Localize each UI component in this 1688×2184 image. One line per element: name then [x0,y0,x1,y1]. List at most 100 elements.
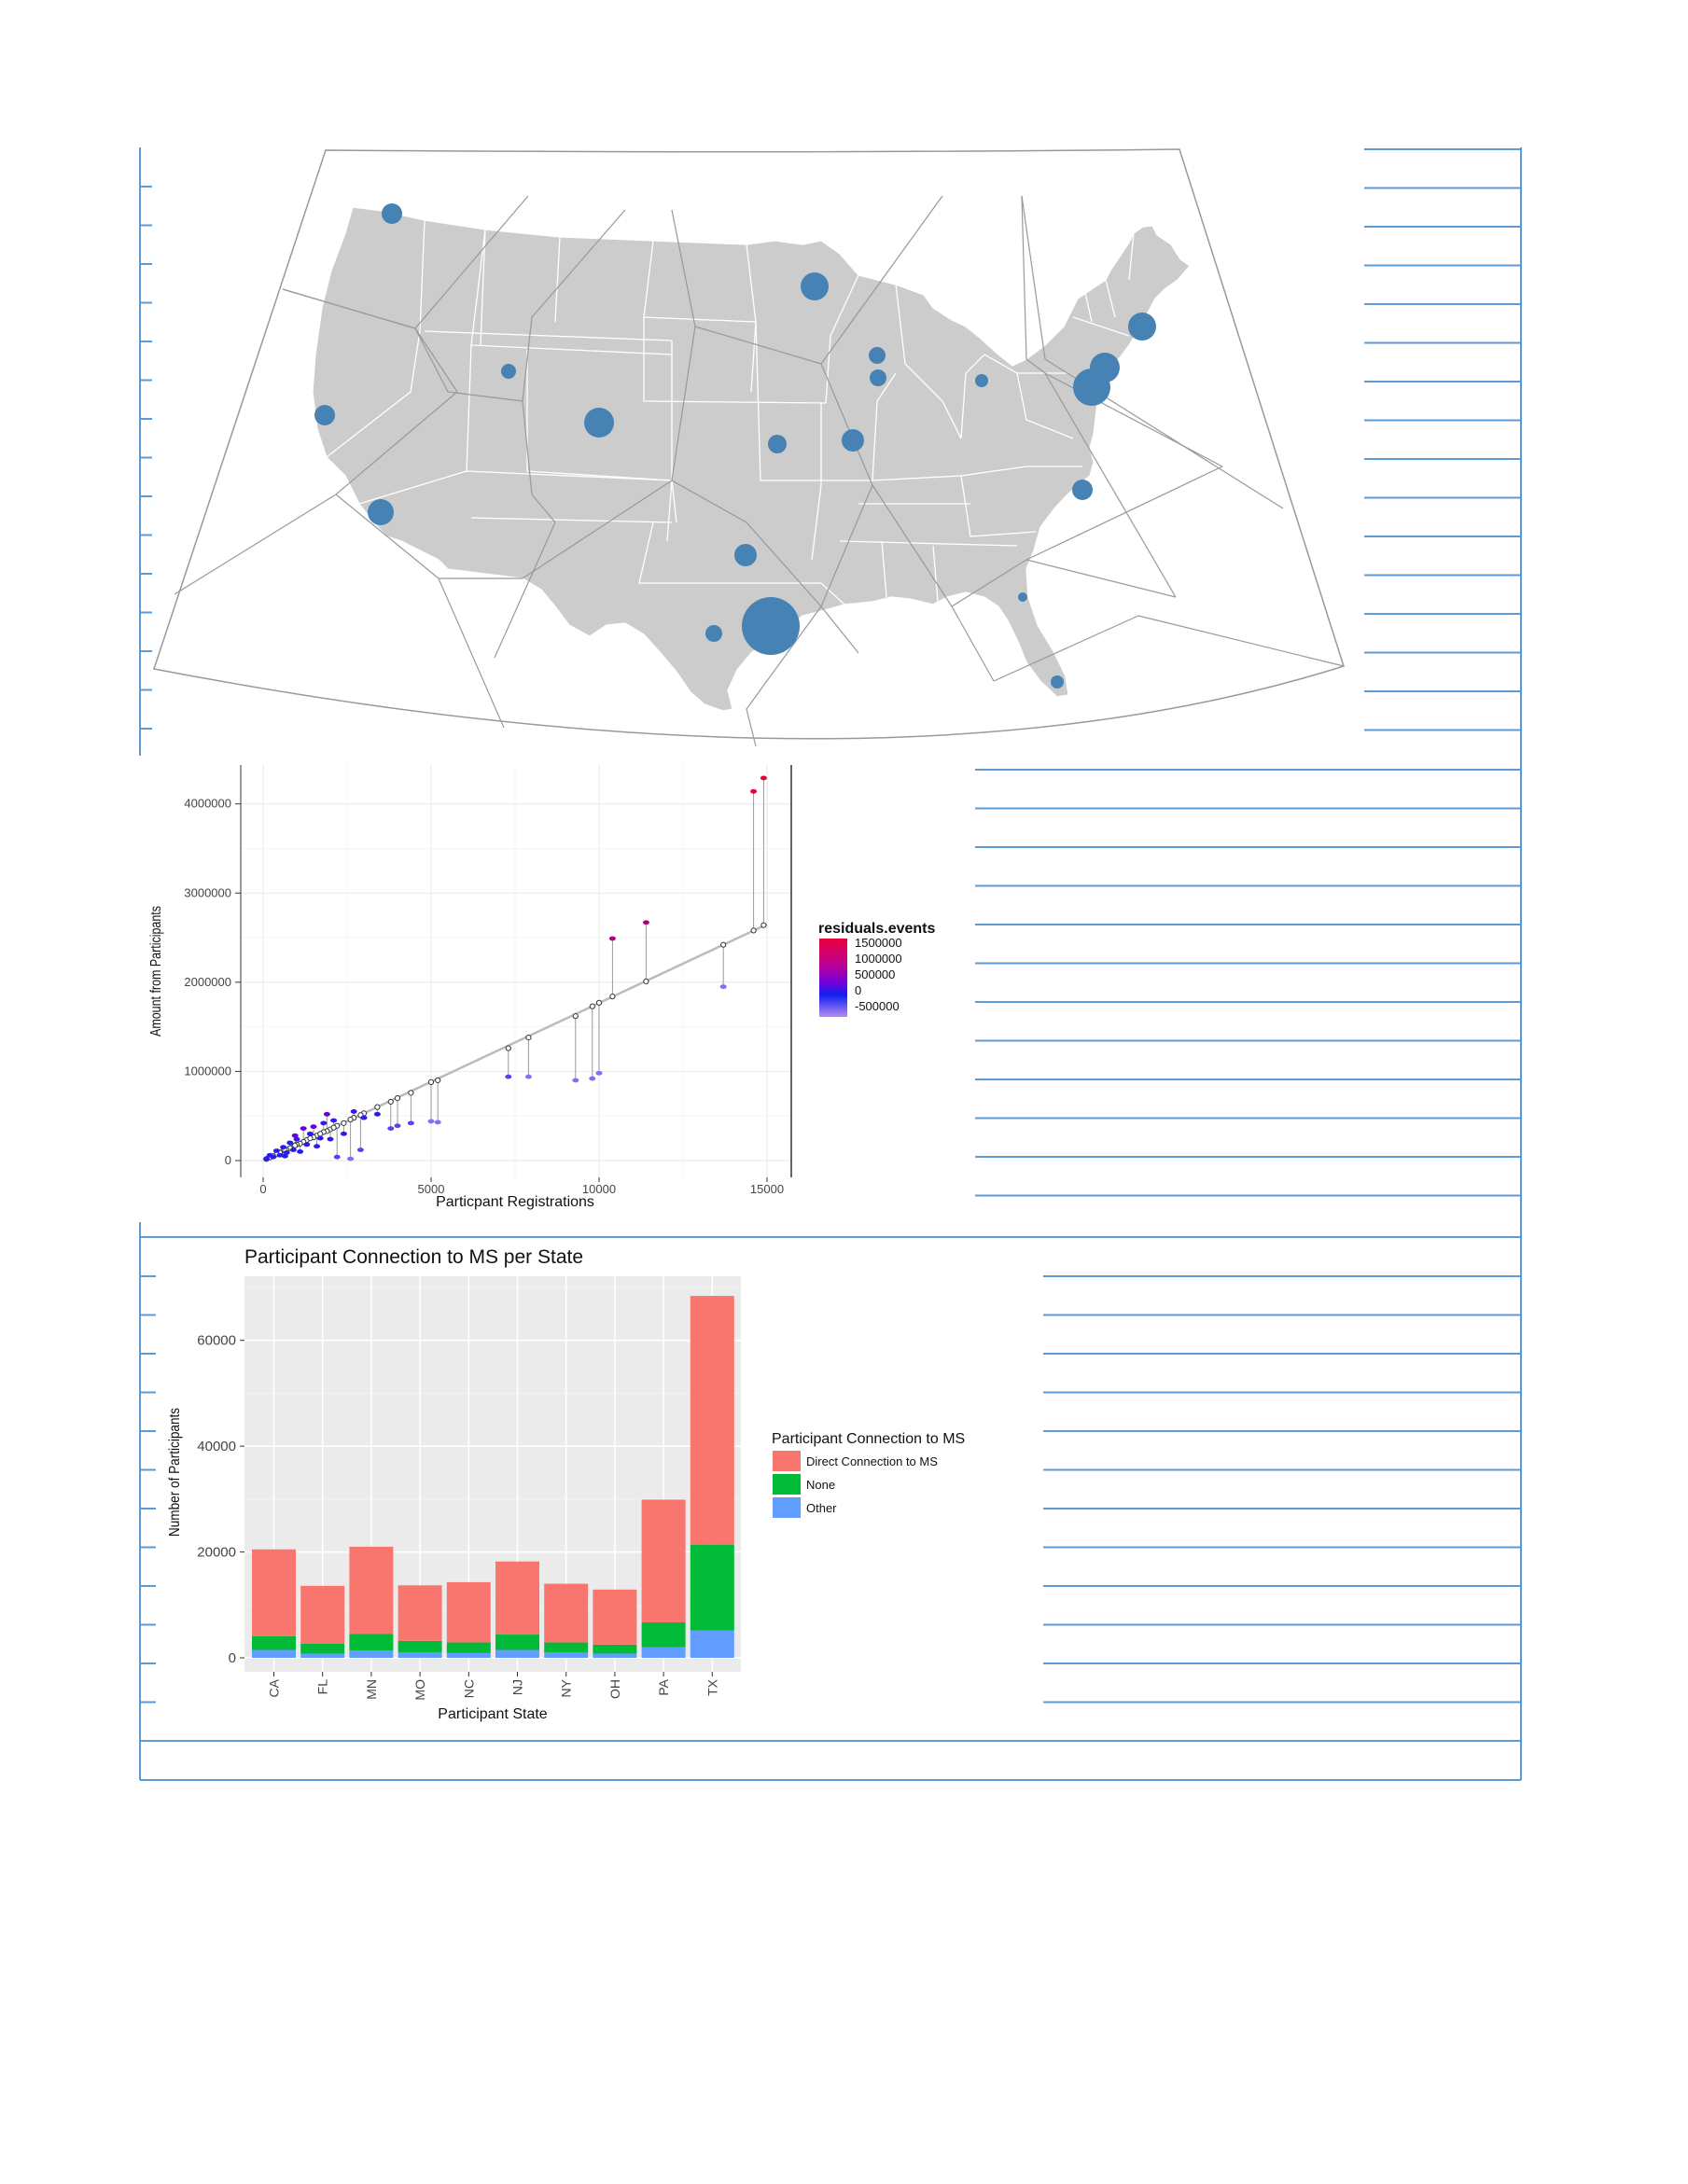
bar-segment-tx [690,1544,734,1631]
state-border [638,522,821,584]
city-bubble [382,203,402,224]
voronoi-cell-borders [174,195,1345,747]
legend-gradient-bar [819,939,847,1017]
legend-label: 0 [855,983,861,997]
bar-chart-title: Participant Connection to MS per State [244,1246,583,1268]
state-border [466,344,472,472]
fitted-point [589,1003,595,1009]
scatter-points [263,775,767,1162]
x-tick-label: 5000 [418,1182,445,1196]
legend-label-none: None [806,1478,835,1492]
fitted-point [292,1142,299,1148]
y-tick-label: 2000000 [184,975,231,989]
bar-segment-ca [252,1649,296,1658]
bar-legend-title: Participant Connection to MS [772,1431,965,1447]
scatter-x-ticks: 0 5000 10000 15000 [259,1177,784,1196]
state-border [643,317,827,404]
us-map-figure [153,148,1345,747]
bar-segment-nc [446,1581,491,1643]
voronoi-border [671,480,822,607]
bar-chart-x-axis-title: Participant State [438,1706,548,1722]
bar-segment-mo [398,1652,442,1658]
voronoi-border [820,363,873,486]
legend-key-direct [773,1451,801,1471]
bar-segment-nc [446,1642,491,1653]
fitted-point [435,1077,441,1084]
x-tick-label: MN [364,1679,379,1700]
bar-segment-ny [544,1642,589,1653]
bar-chart-y-ticks: 0 20000 40000 60000 [197,1333,244,1666]
bar-segment-fl [300,1653,345,1658]
x-tick-label: MO [412,1679,427,1701]
state-border [1105,279,1116,318]
data-point [360,1115,368,1120]
voronoi-border [522,480,673,579]
bar-segment-mo [398,1640,442,1653]
data-point [642,920,649,925]
voronoi-border [522,209,626,402]
city-bubble [1018,592,1027,602]
data-point [320,1120,328,1126]
data-point [303,1142,311,1148]
data-point [505,1074,512,1079]
data-point [289,1148,297,1152]
state-border [932,545,939,603]
data-point [291,1133,299,1138]
city-bubble [705,625,722,642]
data-point [293,1136,300,1142]
data-point [280,1145,287,1150]
x-tick-label: 10000 [582,1182,616,1196]
data-point [524,1074,532,1079]
fitted-point [595,999,603,1006]
data-point [297,1149,304,1154]
y-tick-label: 40000 [197,1439,236,1454]
city-bubble [368,499,394,525]
state-border [872,372,897,481]
legend-label: -500000 [855,999,900,1013]
state-border [470,517,673,523]
fitted-point [572,1013,579,1020]
city-bubbles [314,203,1156,689]
x-tick-label: 15000 [750,1182,784,1196]
bar-segment-oh [593,1589,637,1645]
fitted-point [760,922,767,928]
bar-segment-mo [398,1585,442,1641]
bar-segment-pa [641,1499,686,1623]
bar-segment-oh [593,1653,637,1658]
fit-line [262,923,768,1162]
data-point [356,1148,364,1152]
data-point [330,1118,338,1123]
city-bubble [1051,675,1064,689]
state-borders [326,219,1135,605]
scatter-grid [241,765,791,1177]
y-tick-label: 20000 [197,1545,236,1561]
city-bubble [584,408,614,438]
fit-line [262,923,768,1162]
bar-segment-fl [300,1643,345,1654]
data-point [272,1148,280,1153]
state-border [410,219,425,393]
x-tick-label: NJ [510,1679,525,1695]
voronoi-border [414,195,529,329]
data-point [283,1149,290,1155]
voronoi-border [414,327,523,402]
state-border [554,236,561,323]
bar-segment-ny [544,1583,589,1643]
data-point [306,1131,314,1136]
bar-chart-figure: Participant Connection to MS per State 0… [167,1246,965,1722]
data-point [286,1140,294,1146]
data-point [387,1126,395,1131]
us-land-mass [312,206,1191,712]
state-border [326,391,412,458]
state-border [881,540,887,598]
residuals-legend: residuals.events 1500000 1000000 500000 … [818,921,936,1017]
y-tick-label: 0 [225,1153,231,1167]
data-point [407,1120,414,1126]
legend-label-other: Other [806,1501,837,1515]
fitted-point [505,1045,511,1051]
y-tick-label: 0 [229,1650,236,1666]
city-bubble [801,272,829,300]
fitted-point [427,1078,435,1085]
data-point [263,1156,271,1162]
fitted-point [525,1034,532,1041]
